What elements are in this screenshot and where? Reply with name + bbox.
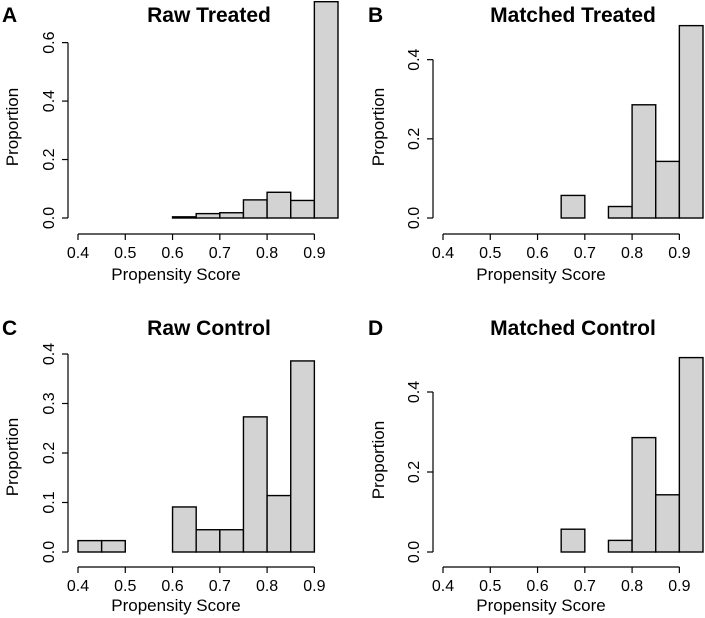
x-tick-label: 0.5: [114, 578, 136, 595]
y-tick-label: 0.4: [406, 48, 423, 70]
histogram-bar: [313, 0, 339, 219]
panel-a: A Raw Treated 0.4 0.5 0.6 0.7 0.8 0.9 0.0 0.2 0.4 0…: [2, 0, 339, 284]
histogram-bar: [290, 360, 316, 553]
histogram-bar: [560, 528, 586, 553]
y-axis-label: Proportion: [369, 88, 388, 166]
x-tick-label: 0.5: [114, 245, 136, 262]
y-tick-label: 0.0: [406, 207, 423, 229]
histogram-bar: [607, 539, 633, 553]
y-axis-label: Proportion: [3, 418, 22, 496]
chart-title: Matched Control: [490, 317, 656, 340]
chart-title: Raw Control: [147, 317, 271, 340]
chart-title: Raw Treated: [147, 4, 271, 27]
histogram-bar: [77, 539, 103, 553]
histogram-bar: [290, 199, 316, 219]
panel-letter: B: [368, 4, 383, 27]
histogram-bar: [560, 194, 586, 219]
histogram-bar: [242, 416, 268, 553]
x-tick-label: 0.4: [67, 245, 89, 262]
y-tick-label: 0.2: [406, 128, 423, 150]
panel-letter: C: [2, 317, 17, 340]
x-tick-label: 0.5: [479, 578, 501, 595]
panel-c: C Raw Control 0.4 0.5 0.6 0.7 0.8 0.9 0.0 0.1 0.2 0…: [2, 317, 326, 615]
x-tick-label: 0.6: [526, 578, 548, 595]
y-tick-label: 0.4: [406, 381, 423, 403]
x-tick-label: 0.7: [209, 578, 231, 595]
histogram-bar: [171, 506, 197, 553]
x-tick-label: 0.8: [256, 578, 278, 595]
y-tick-label: 0.2: [41, 148, 58, 170]
histogram-bar: [266, 494, 292, 553]
histogram-bar: [607, 205, 633, 219]
x-axis-label: Propensity Score: [476, 265, 605, 284]
x-tick-label: 0.4: [432, 578, 454, 595]
histogram-bar: [631, 436, 657, 553]
x-tick-label: 0.6: [526, 245, 548, 262]
histogram-bar: [219, 529, 245, 553]
y-tick-label: 0.2: [41, 442, 58, 464]
histogram-bar: [655, 160, 681, 219]
y-tick-label: 0.0: [406, 541, 423, 563]
histogram-bar: [678, 356, 704, 553]
panel-letter: D: [368, 317, 383, 340]
y-tick-label: 0.2: [406, 461, 423, 483]
x-tick-label: 0.6: [161, 578, 183, 595]
x-tick-label: 0.7: [574, 245, 596, 262]
y-tick-label: 0.6: [41, 31, 58, 53]
histogram-bar: [195, 529, 221, 553]
panel-letter: A: [2, 4, 17, 27]
histogram-bar: [655, 494, 681, 553]
y-tick-label: 0.0: [41, 207, 58, 229]
x-tick-label: 0.8: [621, 578, 643, 595]
x-tick-label: 0.9: [303, 578, 325, 595]
panel-d: D Matched Control 0.4 0.5 0.6 0.7 0.8 0.9 0.0 0.2…: [368, 317, 704, 615]
y-tick-label: 0.4: [41, 343, 58, 365]
y-axis-label: Proportion: [369, 421, 388, 499]
y-tick-label: 0.1: [41, 491, 58, 513]
x-tick-label: 0.7: [574, 578, 596, 595]
histogram-bar: [219, 212, 245, 219]
x-tick-label: 0.4: [67, 578, 89, 595]
y-axis-label: Proportion: [3, 88, 22, 166]
x-axis-label: Propensity Score: [476, 596, 605, 615]
histogram-bar: [678, 24, 704, 219]
panel-b: B Matched Treated 0.4 0.5 0.6 0.7 0.8 0.9 0.0 0.2…: [368, 4, 704, 284]
y-tick-label: 0.0: [41, 541, 58, 563]
histogram-bar: [171, 216, 197, 219]
y-tick-label: 0.3: [41, 392, 58, 414]
x-tick-label: 0.6: [161, 245, 183, 262]
x-tick-label: 0.9: [668, 578, 690, 595]
x-tick-label: 0.8: [621, 245, 643, 262]
x-axis-label: Propensity Score: [111, 596, 240, 615]
x-tick-label: 0.4: [432, 245, 454, 262]
chart-title: Matched Treated: [490, 4, 656, 27]
histogram-bar: [100, 539, 126, 553]
x-tick-label: 0.5: [479, 245, 501, 262]
x-tick-label: 0.7: [209, 245, 231, 262]
x-axis-label: Propensity Score: [111, 265, 240, 284]
x-tick-label: 0.8: [256, 245, 278, 262]
histogram-bar: [266, 191, 292, 219]
x-tick-label: 0.9: [303, 245, 325, 262]
histogram-bar: [631, 104, 657, 219]
histogram-bar: [195, 212, 221, 219]
histogram-bar: [242, 199, 268, 219]
y-tick-label: 0.4: [41, 90, 58, 112]
x-tick-label: 0.9: [668, 245, 690, 262]
